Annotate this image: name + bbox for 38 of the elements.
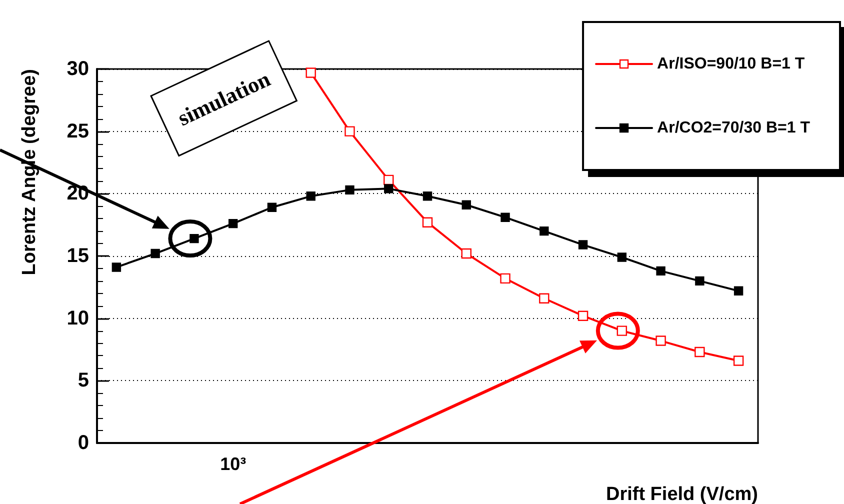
y-tick-label: 25 [66, 120, 89, 142]
point [578, 310, 588, 321]
y-tick-label: 30 [66, 58, 89, 80]
point [462, 200, 471, 210]
point [500, 212, 510, 222]
y-tick-label: 0 [78, 432, 89, 454]
point [150, 248, 160, 258]
point [694, 346, 705, 358]
point [616, 326, 628, 336]
point [422, 217, 433, 228]
point [461, 248, 472, 259]
legend-label: Ar/ISO=90/10 B=1 T [657, 56, 805, 72]
point [540, 226, 549, 236]
point [344, 126, 355, 136]
y-tick-label: 5 [78, 370, 89, 392]
point [500, 273, 510, 284]
point [656, 266, 666, 276]
point [578, 240, 588, 250]
point [384, 184, 394, 194]
text: 10³ [220, 454, 246, 474]
point [112, 262, 122, 272]
point [695, 276, 704, 286]
x-axis-title: Drift Field (V/cm) [606, 484, 758, 504]
y-tick-label: 10 [66, 307, 89, 330]
y-tick-label: 15 [66, 245, 89, 267]
point [228, 218, 238, 228]
point [422, 192, 432, 201]
point [733, 356, 744, 366]
point [656, 336, 666, 346]
point [345, 185, 354, 195]
point [267, 202, 277, 212]
point [734, 286, 744, 296]
point [306, 68, 316, 78]
point [617, 252, 627, 262]
point [190, 234, 199, 244]
legend-label: Ar/CO2=70/30 B=1 T [657, 120, 810, 136]
point [539, 293, 550, 304]
point [306, 192, 316, 201]
